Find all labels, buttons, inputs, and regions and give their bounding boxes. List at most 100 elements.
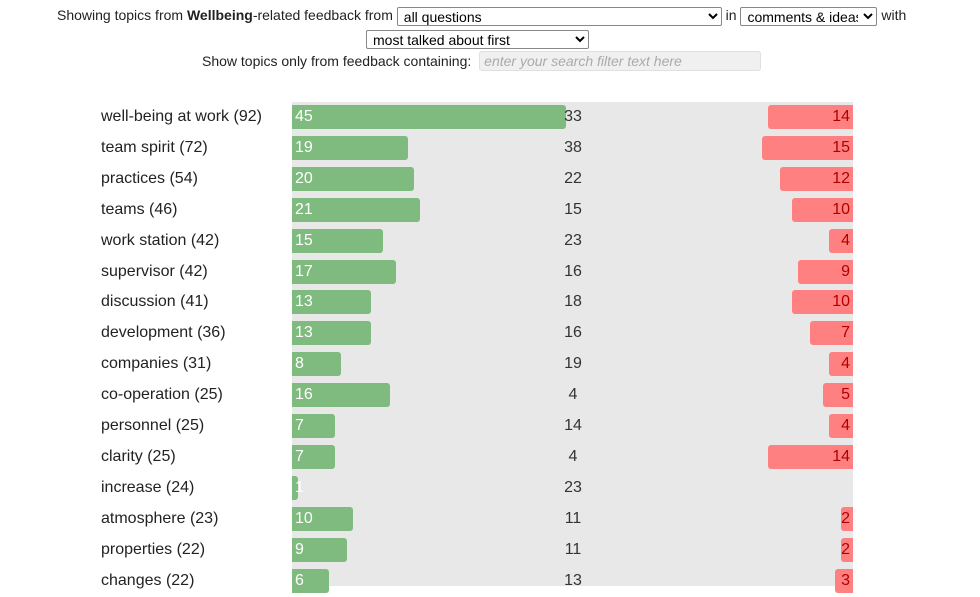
neutral-value: 11 [564, 540, 582, 558]
negative-value: 4 [841, 417, 850, 434]
negative-value: 3 [841, 571, 850, 589]
positive-value: 9 [295, 540, 304, 558]
topic-label: development (36) [101, 324, 226, 342]
neutral-value: 13 [564, 571, 582, 589]
topic-row[interactable]: team spirit (72) 38 19 15 [0, 133, 980, 164]
positive-value: 20 [295, 169, 313, 187]
positive-bar [292, 228, 384, 253]
topic-row[interactable]: supervisor (42) 16 17 9 [0, 257, 980, 288]
positive-value: 6 [295, 571, 304, 589]
negative-value: 14 [832, 108, 850, 125]
neutral-value: 18 [564, 293, 582, 311]
topic-label: companies (31) [101, 355, 212, 373]
topic-row[interactable]: discussion (41) 18 13 10 [0, 287, 980, 318]
neutral-value: 11 [564, 509, 582, 527]
negative-bar [792, 290, 853, 315]
neutral-value: 23 [564, 478, 582, 496]
positive-value: 13 [295, 324, 313, 342]
negative-value: 9 [841, 262, 850, 280]
positive-bar [292, 475, 299, 500]
positive-value: 15 [295, 231, 313, 249]
topic-row[interactable]: changes (22) 13 6 3 [0, 566, 980, 597]
neutral-value: 4 [568, 447, 578, 465]
neutral-value: 4 [568, 386, 578, 404]
topic-label: personnel (25) [101, 417, 205, 434]
negative-value: 10 [832, 293, 850, 311]
topic-row[interactable]: atmosphere (23) 11 10 2 [0, 504, 980, 535]
topic-label: discussion (41) [101, 293, 209, 311]
positive-bar [292, 197, 421, 222]
negative-bar [779, 166, 853, 191]
negative-bar [840, 537, 853, 562]
positive-bar [292, 537, 347, 562]
positive-bar [292, 444, 335, 469]
sort-select[interactable]: most talked about first [366, 30, 589, 49]
neutral-value: 38 [564, 138, 582, 156]
topic-label: atmosphere (23) [101, 509, 219, 527]
positive-bar [292, 105, 567, 129]
neutral-value: 19 [564, 355, 582, 373]
filter-suffix: -related feedback from [252, 7, 393, 24]
questions-select[interactable]: all questions [396, 7, 722, 26]
positive-value: 19 [295, 138, 313, 156]
neutral-value: 15 [564, 200, 582, 218]
positive-value: 7 [295, 417, 304, 434]
negative-value: 4 [841, 355, 850, 373]
neutral-value: 22 [564, 169, 582, 187]
negative-bar [767, 105, 853, 129]
positive-value: 1 [295, 478, 304, 496]
negative-value: 14 [832, 447, 850, 465]
neutral-value: 23 [564, 231, 582, 249]
negative-bar [767, 444, 853, 469]
positive-value: 21 [295, 200, 313, 218]
positive-value: 10 [295, 509, 313, 527]
positive-value: 16 [295, 386, 313, 404]
filter-sentence: Showing topics from Wellbeing-related fe… [57, 7, 906, 26]
negative-value: 10 [832, 200, 850, 218]
in-label: in [725, 7, 737, 24]
negative-bar [822, 383, 853, 408]
positive-bar [292, 352, 341, 377]
neutral-value: 16 [564, 262, 582, 280]
negative-value: 2 [841, 509, 850, 527]
topic-label: properties (22) [101, 540, 206, 558]
topic-row[interactable]: personnel (25) 14 7 4 [0, 411, 980, 442]
search-label: Show topics only from feedback containin… [202, 53, 472, 69]
topic-row[interactable]: practices (54) 22 20 12 [0, 164, 980, 195]
filter-prefix: Showing topics from [57, 7, 187, 24]
positive-bar [292, 290, 372, 315]
positive-value: 45 [295, 108, 313, 125]
positive-bar [292, 166, 414, 191]
negative-value: 7 [841, 324, 850, 342]
topic-row[interactable]: work station (42) 23 15 4 [0, 226, 980, 257]
negative-bar [761, 135, 853, 160]
negative-bar [828, 414, 853, 438]
topic-row[interactable]: development (36) 16 13 7 [0, 318, 980, 349]
positive-bar [292, 383, 390, 408]
neutral-value: 33 [564, 108, 582, 125]
topic-label: co-operation (25) [101, 386, 223, 404]
neutral-value: 14 [564, 417, 582, 434]
negative-value: 5 [841, 386, 850, 404]
topic-label: teams (46) [101, 200, 178, 218]
negative-bar [840, 506, 853, 531]
topic-row[interactable]: co-operation (25) 4 16 5 [0, 380, 980, 411]
search-input[interactable] [479, 51, 762, 71]
topic-row[interactable]: increase (24) 23 1 [0, 473, 980, 504]
topic-label: well-being at work (92) [101, 108, 262, 125]
topic-label: clarity (25) [101, 447, 176, 465]
negative-bar [828, 352, 853, 377]
topic-label: increase (24) [101, 478, 195, 496]
positive-bar [292, 506, 353, 531]
topic-row[interactable]: teams (46) 15 21 10 [0, 195, 980, 226]
topic-row[interactable]: clarity (25) 4 7 14 [0, 442, 980, 473]
negative-bar [828, 228, 853, 253]
topic-row[interactable]: properties (22) 11 9 2 [0, 535, 980, 566]
topic-row[interactable]: well-being at work (92) 33 45 14 [0, 102, 980, 133]
topic-row[interactable]: companies (31) 19 8 4 [0, 349, 980, 380]
negative-value: 2 [841, 540, 850, 558]
feedback-type-select[interactable]: comments & ideas [740, 7, 878, 26]
positive-value: 17 [295, 262, 313, 280]
negative-value: 12 [832, 169, 850, 187]
